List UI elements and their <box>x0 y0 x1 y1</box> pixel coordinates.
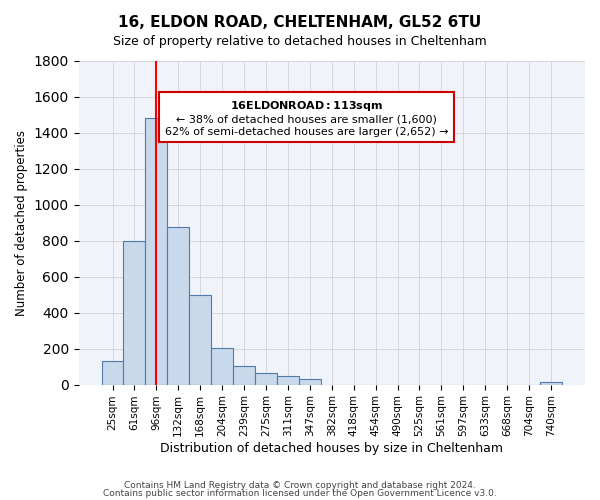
Bar <box>124 240 145 384</box>
Bar <box>540 382 562 384</box>
Text: $\bf{16 ELDON ROAD: 113sqm}$
← 38% of detached houses are smaller (1,600)
62% of: $\bf{16 ELDON ROAD: 113sqm}$ ← 38% of de… <box>164 100 448 136</box>
Text: Contains HM Land Registry data © Crown copyright and database right 2024.: Contains HM Land Registry data © Crown c… <box>124 481 476 490</box>
Text: 16, ELDON ROAD, CHELTENHAM, GL52 6TU: 16, ELDON ROAD, CHELTENHAM, GL52 6TU <box>118 15 482 30</box>
Bar <box>233 366 255 384</box>
Bar <box>145 118 167 384</box>
Bar <box>299 379 321 384</box>
Bar <box>189 296 211 384</box>
Bar <box>211 348 233 385</box>
Text: Size of property relative to detached houses in Cheltenham: Size of property relative to detached ho… <box>113 35 487 48</box>
Y-axis label: Number of detached properties: Number of detached properties <box>15 130 28 316</box>
Bar <box>277 376 299 384</box>
Text: Contains public sector information licensed under the Open Government Licence v3: Contains public sector information licen… <box>103 488 497 498</box>
Bar <box>167 227 189 384</box>
X-axis label: Distribution of detached houses by size in Cheltenham: Distribution of detached houses by size … <box>160 442 503 455</box>
Bar <box>255 373 277 384</box>
Bar <box>101 361 124 384</box>
